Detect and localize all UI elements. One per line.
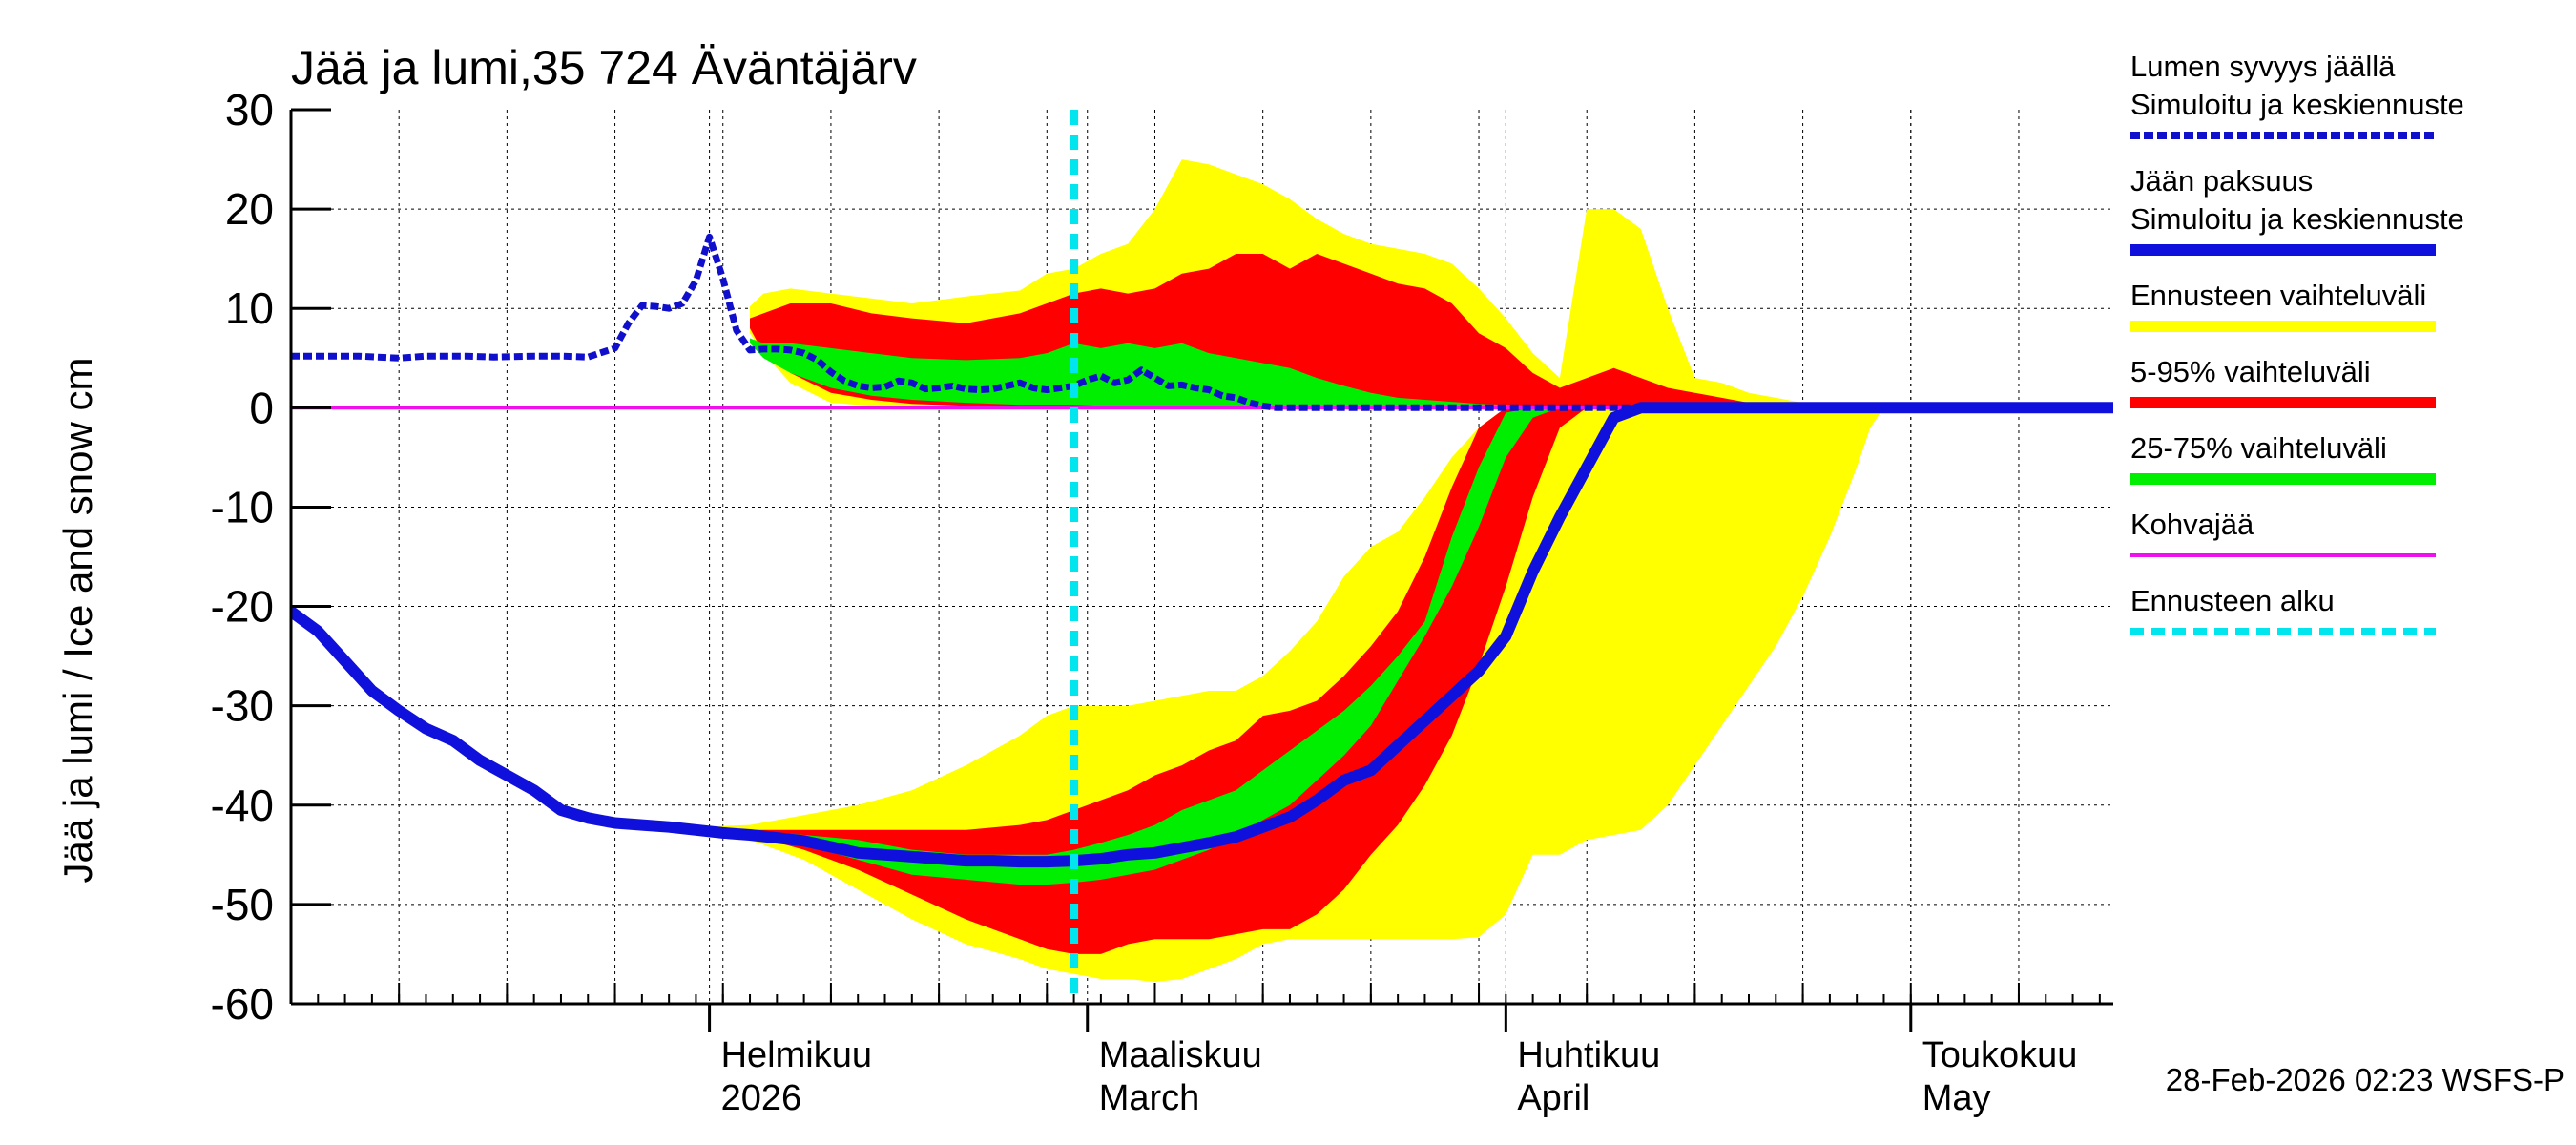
y-tick-label: -50 <box>211 880 274 929</box>
band-snow_25_75 <box>750 338 1614 408</box>
month-label: Helmikuu <box>721 1035 872 1075</box>
plot-area <box>289 110 2113 1006</box>
legend-label: Kohvajää <box>2130 508 2254 541</box>
legend-label: Jään paksuus <box>2130 164 2313 198</box>
series-ice_mean <box>291 402 2113 868</box>
legend-label: Lumen syvyys jäällä <box>2130 50 2396 83</box>
y-tick-label: -10 <box>211 482 274 531</box>
month-sublabel: 2026 <box>721 1078 802 1118</box>
y-tick-label: 0 <box>249 383 274 432</box>
y-tick-label: 20 <box>225 184 274 234</box>
month-sublabel: May <box>1922 1078 1991 1118</box>
y-tick-labels: 30 20 10 0 -10 -20 -30 -40 -50 -60 <box>211 85 331 1029</box>
timestamp-footer: 28-Feb-2026 02:23 WSFS-P <box>2166 1062 2565 1097</box>
legend-sublabel: Simuloitu ja keskiennuste <box>2130 202 2464 236</box>
month-sublabel: April <box>1517 1078 1589 1118</box>
legend-label: Ennusteen alku <box>2130 584 2335 617</box>
y-tick-label: -40 <box>211 781 274 830</box>
series-lines <box>291 233 2113 868</box>
forecast-bands <box>696 159 2113 983</box>
y-tick-label: -60 <box>211 979 274 1029</box>
legend-label: 25-75% vaihteluväli <box>2130 431 2387 465</box>
y-tick-label: 10 <box>225 283 274 333</box>
series-snow_mean <box>291 233 2113 411</box>
legend-label: 5-95% vaihteluväli <box>2130 355 2371 388</box>
chart-title: Jää ja lumi,35 724 Äväntäjärv <box>291 41 917 94</box>
month-sublabel: March <box>1099 1078 1200 1118</box>
legend-label: Ennusteen vaihteluväli <box>2130 279 2426 312</box>
band-ice_5_95 <box>696 407 2113 954</box>
y-tick-label: -20 <box>211 582 274 632</box>
y-tick-label: -30 <box>211 681 274 731</box>
month-label: Toukokuu <box>1922 1035 2078 1075</box>
y-tick-label: 30 <box>225 85 274 135</box>
month-label: Huhtikuu <box>1517 1035 1660 1075</box>
y-axis-label: Jää ja lumi / Ice and snow cm <box>55 358 100 884</box>
legend: Lumen syvyys jäällä Simuloitu ja keskienn… <box>2130 50 2464 635</box>
month-label: Maaliskuu <box>1099 1035 1262 1075</box>
legend-sublabel: Simuloitu ja keskiennuste <box>2130 88 2464 121</box>
